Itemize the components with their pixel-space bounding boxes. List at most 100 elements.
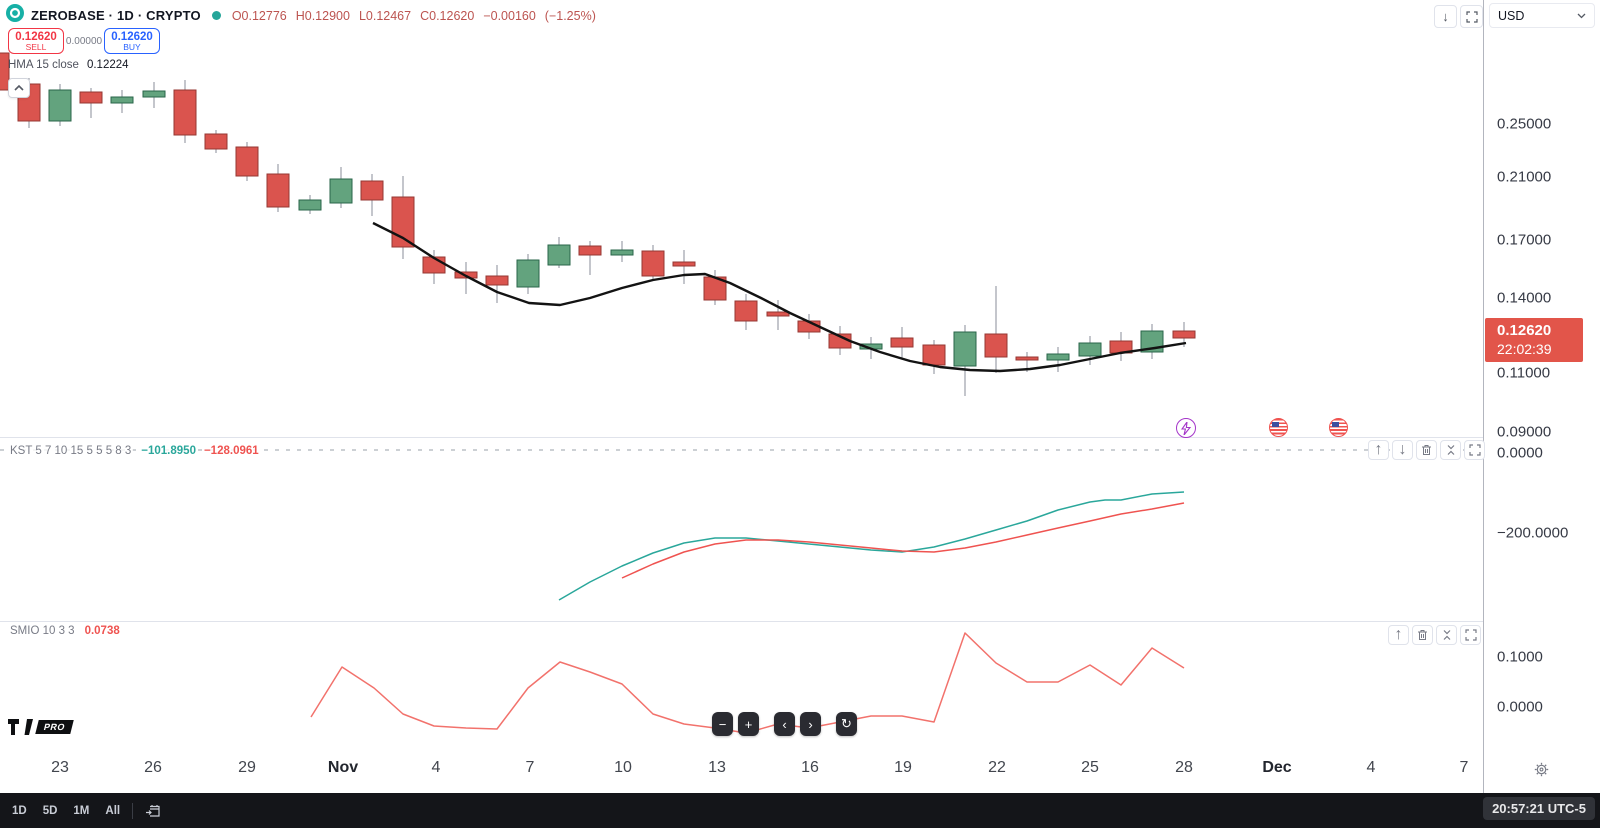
download-image-button[interactable]: ↓ [1434,5,1457,28]
range-5d[interactable]: 5D [42,804,58,817]
price-axis[interactable]: 0.12620 22:02:39 0.25000 0.21000 0.17000 0.… [1483,0,1600,793]
chevron-down-icon [1577,13,1586,18]
spread-value: 0.00000 [65,35,103,47]
buy-button[interactable]: 0.12620 BUY [104,28,160,54]
candle-body [329,178,353,204]
sell-button[interactable]: 0.12620 SELL [8,28,64,54]
range-1m[interactable]: 1M [73,804,90,817]
reset-chart-button[interactable]: ↻ [836,712,857,736]
pro-badge: PRO [35,720,74,734]
price-tick-label: 0.21000 [1497,168,1552,186]
time-tick-label: 28 [1175,759,1193,776]
kst-line-signal [621,502,1185,579]
pane-move-up-button[interactable]: ↑ [1368,440,1389,460]
candle-body [610,249,634,256]
sell-price: 0.12620 [15,30,57,43]
candle-body [578,245,602,256]
legend-collapse-button[interactable] [8,78,30,98]
candle-body [0,52,10,91]
zoom-in-button[interactable]: + [738,712,759,736]
chart-canvas[interactable] [0,0,1483,793]
pane-divider[interactable] [0,621,1600,622]
price-tick-label: 0.0000 [1497,444,1543,462]
price-tick-label: 0.14000 [1497,289,1552,307]
candle-body [890,337,914,348]
candle-body [1015,356,1039,361]
date-range-group: 1D 5D 1M All [0,805,120,817]
axis-settings-gear-icon[interactable] [1528,756,1554,782]
time-tick-label: 26 [144,759,162,776]
ohlc-values: O0.12776 H0.12900 L0.12467 C0.12620 −0.0… [232,9,596,23]
pane-divider[interactable] [0,437,1600,438]
pane-delete-button[interactable] [1416,440,1437,460]
candle-body [422,256,446,274]
time-tick-label: 7 [525,759,535,776]
pane-delete-button[interactable] [1412,625,1433,645]
range-1d[interactable]: 1D [12,804,27,817]
candle-body [485,275,509,286]
kst-legend[interactable]: KST 5 7 10 15 5 5 5 8 3 −101.8950 −128.0… [8,445,259,457]
scroll-right-button[interactable]: › [800,712,821,736]
pane-maximize-button[interactable] [1464,440,1485,460]
toolbar-divider [132,802,134,819]
time-axis[interactable]: 23 26 29 Nov 4 7 10 13 16 19 22 25 28 Dec 4 7 [0,750,1483,793]
candle-body [110,96,134,104]
candle-body [1046,353,1070,361]
price-tick-label: 0.25000 [1497,115,1552,133]
candle-body [142,90,166,98]
currency-value: USD [1498,8,1525,23]
candle-body [360,180,384,201]
tradingview-logo[interactable]: PRO [8,719,74,735]
market-status-icon[interactable] [211,11,221,20]
candle-body [298,199,322,211]
range-all[interactable]: All [105,804,121,817]
hma-line [372,221,1187,373]
zerobase-logo-icon [6,4,24,27]
time-tick-label: 16 [801,759,819,776]
clock-timezone-badge[interactable]: 20:57:21 UTC-5 [1483,797,1595,820]
time-tick-label: 19 [894,759,912,776]
price-tick-label: 0.09000 [1497,423,1552,441]
go-to-date-icon[interactable] [145,803,161,818]
buy-price: 0.12620 [111,30,153,43]
pane-collapse-button[interactable] [1440,440,1461,460]
candle-body [984,333,1008,358]
candle-body [547,244,571,266]
currency-select[interactable]: USD [1489,3,1595,28]
pane-collapse-button[interactable] [1436,625,1457,645]
candle-body [1078,342,1102,357]
time-tick-label: Dec [1262,759,1292,776]
current-price: 0.12620 [1497,322,1552,339]
time-tick-label: 7 [1459,759,1469,776]
bar-countdown: 22:02:39 [1497,341,1552,357]
pane-move-down-button[interactable]: ↓ [1392,440,1413,460]
hma-legend[interactable]: HMA 15 close 0.12224 [8,59,129,71]
kst-name: KST 5 7 10 15 5 5 5 8 3 [8,445,134,457]
price-tick-label: 0.11000 [1497,364,1551,382]
symbol-title[interactable]: ZEROBASE · 1D · CRYPTO [31,8,201,23]
fullscreen-button[interactable] [1460,5,1483,28]
bottom-toolbar: 1D 5D 1M All 20:57:21 UTC-5 [0,793,1600,828]
us-flag-event-icon[interactable] [1329,418,1348,437]
time-tick-label: 4 [431,759,441,776]
kst-line-main [558,491,1185,601]
time-tick-label: 25 [1081,759,1099,776]
ohlc-open: O0.12776 [231,8,287,23]
kst-pane-controls: ↑ ↓ [1368,440,1485,460]
time-tick-label: 4 [1366,759,1376,776]
candle-body [953,331,977,367]
scroll-left-button[interactable]: ‹ [774,712,795,736]
pane-maximize-button[interactable] [1460,625,1481,645]
candle-body [672,261,696,267]
symbol-legend: ZEROBASE · 1D · CRYPTO O0.12776 H0.12900… [6,4,596,27]
candle-body [79,91,103,104]
candle-body [766,311,790,317]
smio-value: 0.0738 [84,625,120,637]
lightning-event-icon[interactable] [1176,418,1196,438]
zoom-out-button[interactable]: − [712,712,733,736]
kst-value-main: −101.8950 [141,445,196,457]
smio-legend[interactable]: SMIO 10 3 3 0.0738 [8,625,120,637]
candle-body [641,250,665,277]
pane-move-up-button[interactable]: ↑ [1388,625,1409,645]
us-flag-event-icon[interactable] [1269,418,1288,437]
